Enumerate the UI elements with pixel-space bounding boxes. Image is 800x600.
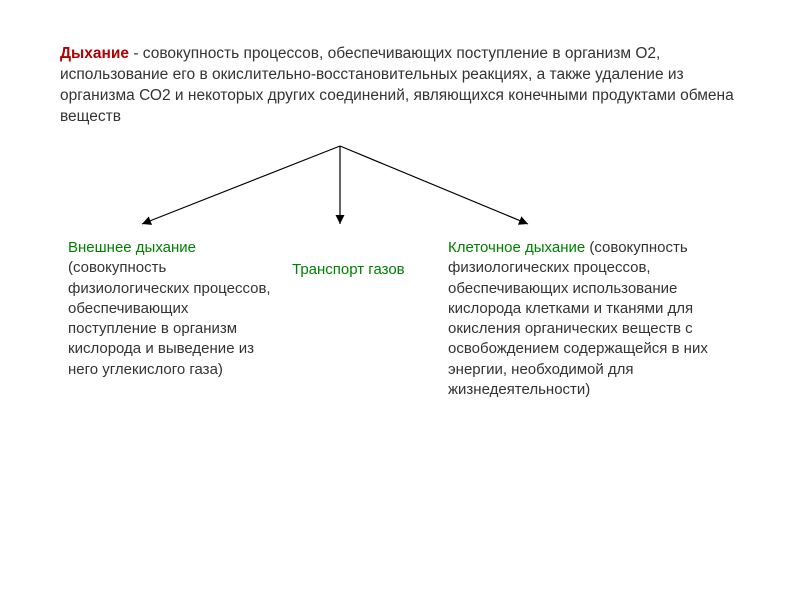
- branch-right-desc: (совокупность физиологических процессов,…: [448, 239, 708, 398]
- branch-middle: Транспорт газов: [292, 260, 442, 280]
- branch-middle-label: Транспорт газов: [292, 261, 405, 278]
- branch-left-desc: (совокупность физиологических процессов,…: [68, 259, 271, 377]
- definition-text: - совокупность процессов, обеспечивающих…: [60, 45, 734, 125]
- branch-right-label: Клеточное дыхание: [448, 239, 585, 256]
- branch-left: Внешнее дыхание (совокупность физиологич…: [68, 238, 276, 380]
- branch-arrows: [0, 140, 800, 230]
- definition-header: Дыхание - совокупность процессов, обеспе…: [60, 44, 752, 128]
- branch-left-label: Внешнее дыхание: [68, 239, 196, 256]
- branch-right: Клеточное дыхание (совокупность физиолог…: [448, 238, 716, 400]
- title-word: Дыхание: [60, 45, 129, 62]
